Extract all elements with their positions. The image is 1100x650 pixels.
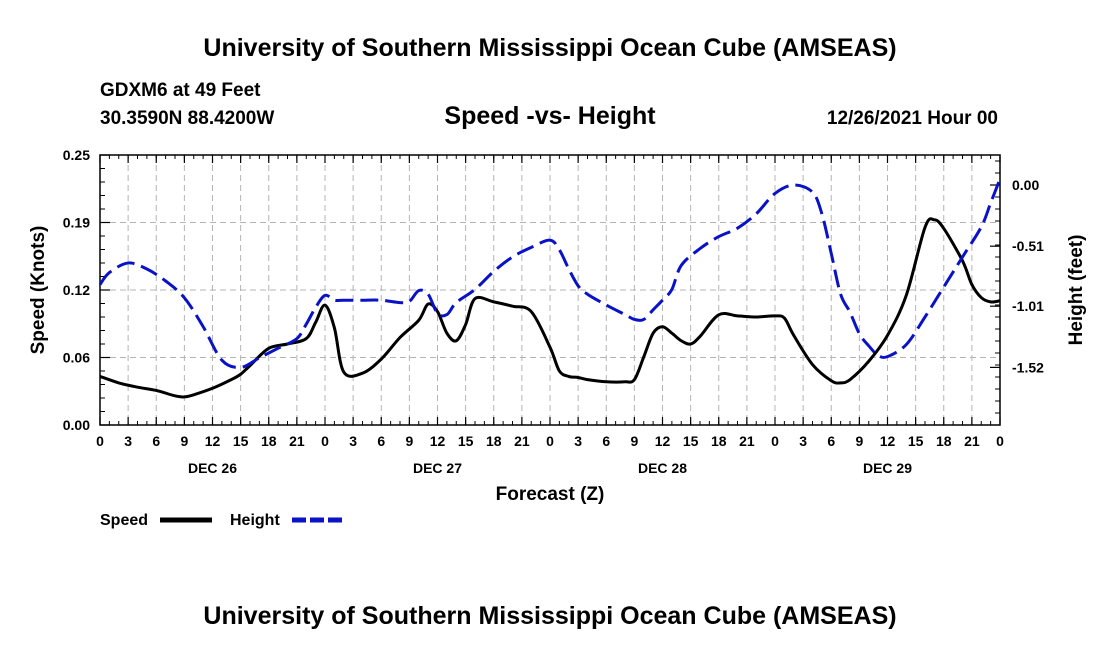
x-tick-label: 21 [964,433,980,449]
x-tick-label: 12 [655,433,671,449]
y-tick-label: 0.19 [63,215,90,231]
legend: Speed Height [100,512,342,529]
y2-tick-label: -0.51 [1012,238,1044,254]
y-tick-label: 0.25 [63,147,90,163]
axis-ticks: 0 3 6 9 12 15 18 21 0 3 6 9 12 15 18 21 0 3 6 9 12 15 18 21 0 3 6 9… [63,147,1044,476]
day-label: DEC 27 [413,460,462,476]
plot-grid [100,155,1000,425]
page-title: University of Southern Mississippi Ocean… [203,34,896,62]
x-tick-label: 15 [908,433,924,449]
x-tick-label: 12 [205,433,221,449]
coordinates-label: 30.3590N 88.4200W [100,108,274,129]
legend-height-label: Height [230,512,280,529]
x-tick-label: 18 [711,433,727,449]
x-tick-label: 6 [152,433,160,449]
x-tick-label: 9 [180,433,188,449]
day-label: DEC 28 [638,460,687,476]
series-group [98,178,1002,399]
x-tick-label: 6 [377,433,385,449]
y2-tick-label: 0.00 [1012,177,1039,193]
x-tick-label: 3 [799,433,807,449]
x-tick-label: 21 [514,433,530,449]
x-tick-label: 0 [321,433,329,449]
x-tick-label: 6 [602,433,610,449]
x-tick-label: 0 [996,433,1004,449]
y2-tick-label: -1.52 [1012,359,1044,375]
y-axis-label: Speed (Knots) [28,226,49,355]
x-tick-label: 12 [430,433,446,449]
station-label: GDXM6 at 49 Feet [100,80,261,101]
x-tick-label: 3 [574,433,582,449]
x-tick-label: 0 [96,433,104,449]
y-tick-label: 0.00 [63,417,90,433]
legend-speed-label: Speed [100,512,148,529]
day-label: DEC 29 [863,460,912,476]
x-tick-label: 18 [261,433,277,449]
x-tick-label: 18 [486,433,502,449]
x-tick-label: 15 [458,433,474,449]
x-axis-label: Forecast (Z) [496,484,605,505]
x-tick-label: 18 [936,433,952,449]
x-tick-label: 3 [349,433,357,449]
x-tick-label: 15 [683,433,699,449]
y2-axis-label: Height (feet) [1066,235,1087,346]
x-tick-label: 9 [855,433,863,449]
x-tick-label: 9 [630,433,638,449]
series-line-speed [99,217,1001,399]
x-tick-label: 9 [405,433,413,449]
x-tick-label: 6 [827,433,835,449]
y2-tick-label: -1.01 [1012,298,1044,314]
x-tick-label: 3 [124,433,132,449]
day-label: DEC 26 [188,460,237,476]
x-tick-label: 12 [880,433,896,449]
footer-title: University of Southern Mississippi Ocean… [203,602,896,630]
chart-title: Speed -vs- Height [444,102,656,130]
x-tick-label: 15 [233,433,249,449]
x-tick-label: 0 [771,433,779,449]
x-tick-label: 21 [739,433,755,449]
y-tick-label: 0.12 [63,282,90,298]
series-line-height [98,178,1002,369]
x-tick-label: 0 [546,433,554,449]
x-tick-label: 21 [289,433,305,449]
forecast-datetime: 12/26/2021 Hour 00 [827,108,998,129]
y-tick-label: 0.06 [63,350,90,366]
